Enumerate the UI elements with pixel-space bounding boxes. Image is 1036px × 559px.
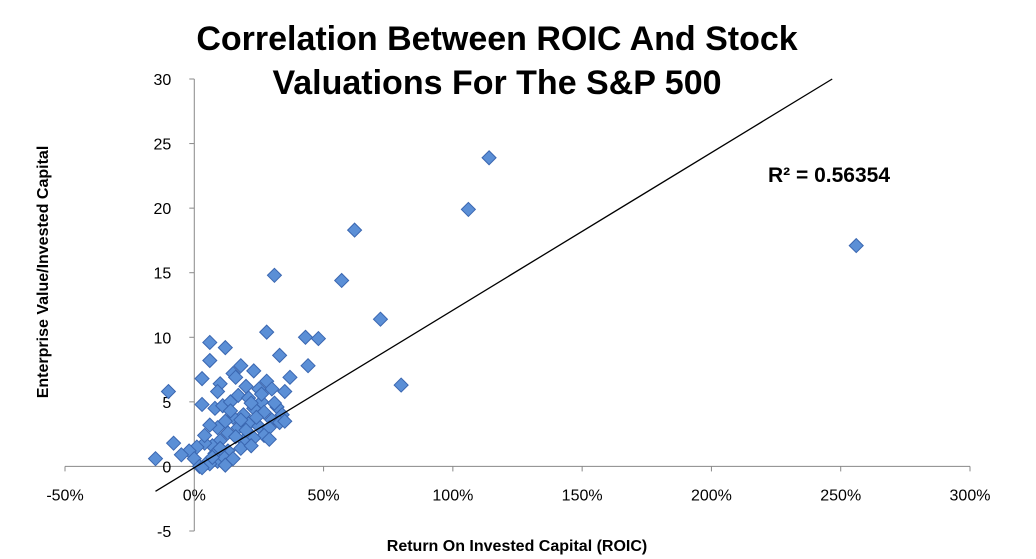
data-point <box>196 427 213 444</box>
data-point <box>202 417 218 433</box>
data-point <box>300 357 316 374</box>
data-point <box>372 311 389 327</box>
y-tick-label: -5 <box>157 524 171 541</box>
y-axis-title: Enterprise Value/Invested Capital <box>35 146 52 399</box>
x-tick-label: 50% <box>308 487 340 504</box>
data-point <box>243 395 259 411</box>
data-point <box>271 347 288 364</box>
data-point <box>194 370 210 387</box>
x-tick-label: 250% <box>820 487 861 504</box>
data-point <box>277 413 293 429</box>
data-point <box>246 363 262 379</box>
y-tick-label: 30 <box>153 72 171 89</box>
data-point <box>848 237 864 254</box>
data-point <box>227 369 244 386</box>
data-points <box>147 150 864 476</box>
y-tick-label: 25 <box>153 137 171 154</box>
data-point <box>258 324 275 340</box>
y-tick-label: 10 <box>153 330 171 347</box>
data-point <box>393 377 409 393</box>
x-tick-label: 200% <box>691 487 732 504</box>
data-point <box>333 272 350 289</box>
x-tick-label: 150% <box>562 487 603 504</box>
data-point <box>217 457 234 473</box>
x-tick-labels: -50% 0% 50% 100% 150% 200% 250% 300% <box>46 487 990 504</box>
x-tick-label: 300% <box>950 487 991 504</box>
data-point <box>233 412 249 428</box>
y-tick-label: 15 <box>153 266 171 283</box>
data-point <box>230 387 246 404</box>
data-point <box>277 383 293 400</box>
chart-title-line-1: Correlation Between ROIC And Stock <box>196 20 797 58</box>
data-point <box>282 369 298 386</box>
data-point <box>212 440 228 457</box>
data-point <box>310 330 327 347</box>
data-point <box>297 329 314 345</box>
data-point <box>147 450 164 467</box>
data-point <box>209 383 226 400</box>
y-tick-label: 0 <box>162 459 171 476</box>
data-point <box>165 435 182 451</box>
y-tick-labels: -5 0 5 10 15 20 25 30 <box>153 72 171 541</box>
data-point <box>202 352 218 369</box>
data-point <box>173 447 190 463</box>
x-tick-label: 100% <box>432 487 473 504</box>
data-point <box>460 201 477 218</box>
data-point <box>266 395 283 411</box>
y-tick-label: 5 <box>162 395 171 412</box>
trendline-group <box>155 78 833 492</box>
data-point <box>481 150 497 166</box>
r-squared-label: R² = 0.56354 <box>768 164 890 187</box>
data-point <box>202 334 218 351</box>
data-point <box>233 357 249 374</box>
data-point <box>243 438 259 454</box>
data-point <box>253 386 270 402</box>
data-point <box>346 222 363 238</box>
chart-title-line-2: Valuations For The S&P 500 <box>272 64 721 102</box>
data-point <box>217 339 234 356</box>
data-point <box>266 267 283 284</box>
data-point <box>264 381 280 397</box>
trendline <box>155 78 833 492</box>
y-tick-label: 20 <box>153 201 171 218</box>
x-tick-label: -50% <box>46 487 83 504</box>
data-point <box>194 396 210 413</box>
x-axis-title: Return On Invested Capital (ROIC) <box>387 538 647 555</box>
data-point <box>160 383 177 400</box>
data-point <box>248 409 265 426</box>
data-point <box>261 431 277 448</box>
x-tick-label: 0% <box>183 487 206 504</box>
data-point <box>222 403 239 419</box>
